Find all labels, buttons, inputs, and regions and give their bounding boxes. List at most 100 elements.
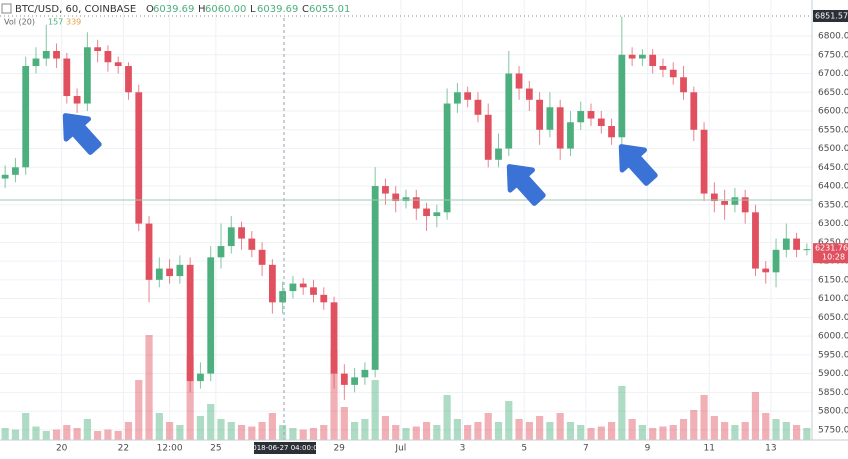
volume-bar bbox=[83, 419, 91, 440]
candle-body bbox=[412, 197, 420, 209]
header: BTC/USD, 60, COINBASE Vol (20) 157 339 O… bbox=[1, 3, 350, 27]
volume-bar bbox=[258, 422, 266, 440]
volume-bar bbox=[104, 429, 112, 440]
candle-body bbox=[94, 47, 102, 52]
candle-body bbox=[186, 264, 194, 382]
y-tick-label: 6300.00 bbox=[818, 219, 848, 229]
volume-bar bbox=[248, 426, 256, 440]
y-tick-label: 6750.00 bbox=[818, 50, 848, 60]
volume-bar bbox=[638, 425, 647, 440]
candle-body bbox=[659, 66, 667, 70]
candle-body bbox=[22, 66, 30, 168]
volume-bar bbox=[484, 413, 492, 440]
volume-ma: 339 bbox=[66, 18, 81, 27]
arrow bbox=[618, 144, 658, 186]
x-tick-label: 29 bbox=[333, 444, 345, 454]
volume-bar bbox=[227, 422, 235, 440]
volume-bar bbox=[52, 429, 61, 440]
symbol-icon bbox=[1, 3, 12, 14]
candle-body bbox=[443, 103, 451, 213]
candle-body bbox=[402, 197, 410, 202]
candle-body bbox=[721, 201, 729, 205]
candle-body bbox=[731, 197, 739, 205]
candle-body bbox=[166, 268, 173, 277]
candle-body bbox=[83, 47, 91, 104]
candle-body bbox=[73, 96, 81, 104]
candle-body bbox=[217, 246, 225, 258]
candle-body bbox=[320, 294, 328, 303]
candle-body bbox=[495, 148, 502, 160]
volume-bar bbox=[556, 413, 564, 440]
high-tag-bg bbox=[813, 10, 848, 22]
y-tick-label: 6150.00 bbox=[818, 275, 848, 285]
candle-body bbox=[114, 62, 122, 67]
candle-body bbox=[690, 92, 698, 130]
candle-body bbox=[649, 54, 657, 67]
x-tick-label: 3 bbox=[460, 444, 466, 454]
quote-value: 6060.00 bbox=[205, 4, 246, 15]
y-tick-label: 5900.00 bbox=[818, 369, 848, 379]
candle-body bbox=[145, 223, 153, 280]
candle-body bbox=[248, 238, 256, 250]
y-tick-label: 6800.00 bbox=[818, 32, 848, 42]
candle-body bbox=[279, 291, 287, 303]
volume-bar bbox=[402, 428, 410, 440]
volume-bar bbox=[268, 413, 276, 440]
candle-body bbox=[32, 58, 40, 67]
candle-body bbox=[762, 268, 770, 273]
volume-bar bbox=[782, 422, 790, 440]
candle-body bbox=[710, 193, 718, 202]
candle-body bbox=[525, 88, 533, 100]
volume-layer bbox=[1, 335, 811, 440]
candle-body bbox=[125, 66, 132, 93]
quote-key: O bbox=[146, 4, 154, 15]
volume-bar bbox=[649, 428, 657, 440]
candle-body bbox=[628, 54, 636, 59]
candle-body bbox=[1, 174, 9, 179]
volume-bar bbox=[1, 428, 9, 440]
candle-body bbox=[474, 99, 482, 115]
candle-body bbox=[669, 69, 677, 78]
axis-layer: 5750.00 5800.00 5850.00 5900.00 5950.00 6000.… bbox=[0, 10, 848, 454]
candle-body bbox=[135, 92, 143, 224]
candle-body bbox=[392, 193, 400, 202]
volume-bar bbox=[525, 422, 533, 440]
volume-bar bbox=[546, 422, 554, 440]
candle-body bbox=[197, 373, 204, 382]
volume-bar bbox=[412, 426, 420, 440]
volume-bar bbox=[679, 419, 688, 440]
quote-key: C bbox=[302, 4, 309, 15]
volume-bar bbox=[371, 380, 379, 440]
volume-bar bbox=[392, 425, 400, 440]
volume-bar bbox=[237, 425, 246, 440]
volume-bar bbox=[289, 428, 297, 440]
y-tick-label: 6700.00 bbox=[818, 69, 848, 79]
volume-bar bbox=[792, 425, 801, 440]
candle-body bbox=[680, 77, 687, 93]
x-tick-label: 5 bbox=[521, 444, 527, 454]
candle-body bbox=[546, 107, 554, 130]
x-tick-label: 20 bbox=[56, 444, 68, 454]
x-tick-label: 9 bbox=[645, 444, 651, 454]
x-tick-label: 25 bbox=[210, 444, 221, 454]
x-tick-label: 22 bbox=[118, 444, 129, 454]
candle-body bbox=[42, 51, 50, 59]
volume-bar bbox=[443, 395, 451, 440]
candle-body bbox=[587, 111, 595, 119]
arrow bbox=[506, 164, 546, 206]
y-tick-label: 6500.00 bbox=[818, 144, 848, 154]
volume-bar bbox=[124, 422, 133, 440]
candle-body bbox=[454, 92, 461, 104]
volume-bar bbox=[217, 419, 225, 440]
candle-body bbox=[741, 197, 749, 213]
candle-body bbox=[227, 227, 235, 247]
y-tick-label: 6400.00 bbox=[818, 182, 848, 192]
candle-body bbox=[351, 377, 358, 385]
volume-bar bbox=[330, 350, 338, 440]
y-tick-label: 6350.00 bbox=[818, 200, 848, 210]
last-price-bg bbox=[813, 243, 848, 264]
candle-body bbox=[53, 51, 60, 59]
volume-bar bbox=[155, 413, 163, 440]
countdown: 10:28 bbox=[822, 253, 845, 262]
